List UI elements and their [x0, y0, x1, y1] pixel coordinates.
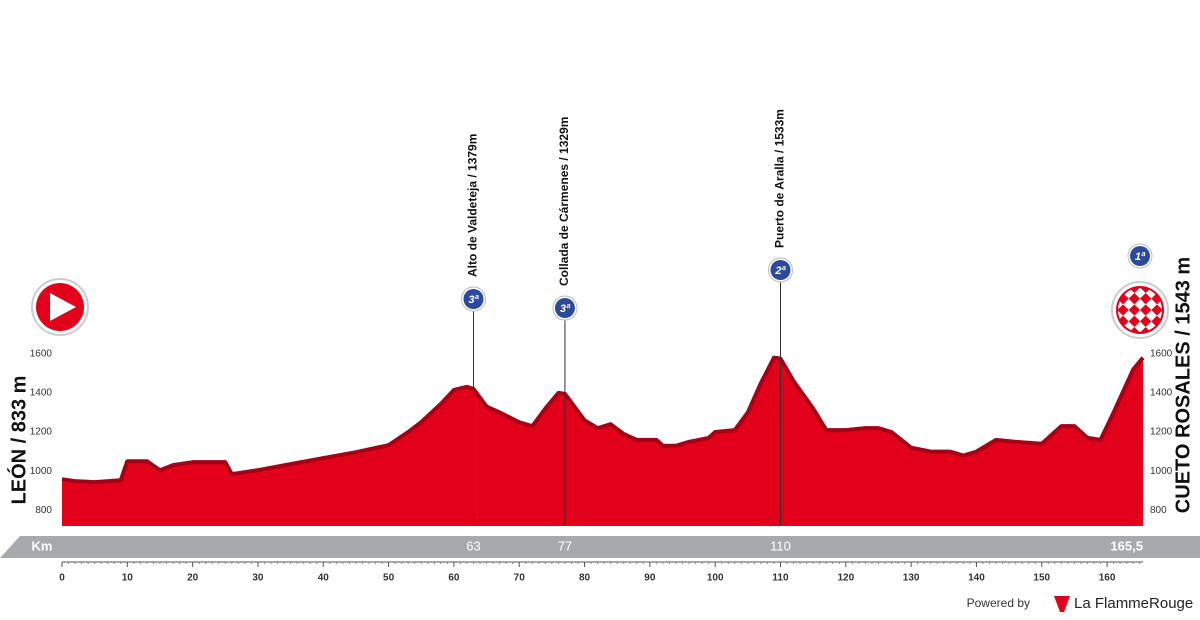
x-tick-label: 150	[1033, 573, 1050, 584]
climb-badge-label: 2ª	[774, 265, 786, 277]
km-total: 165,5	[1110, 538, 1143, 553]
x-tick-label: 10	[122, 573, 134, 584]
y-tick-label: 1600	[30, 348, 53, 359]
checker-square	[1108, 298, 1112, 310]
x-tick-label: 70	[514, 573, 526, 584]
x-tick-label: 80	[579, 573, 591, 584]
finish-badge-inner	[1130, 246, 1150, 266]
km-marker: 110	[770, 538, 791, 553]
climb-name: Alto de Valdeteja / 1379m	[466, 134, 480, 277]
climb-badge-inner	[770, 260, 791, 280]
x-tick-label: 120	[837, 573, 854, 584]
climb-badge-inner	[554, 298, 575, 318]
finish-badge-label: 1ª	[1135, 251, 1146, 263]
km-marker: 77	[558, 538, 572, 553]
x-tick-label: 140	[968, 573, 985, 584]
y-tick-label-right: 1600	[1150, 348, 1173, 359]
x-tick-label: 40	[318, 573, 330, 584]
climb-name: Puerto de Aralla / 1533m	[773, 109, 787, 248]
km-label: Km	[32, 538, 53, 553]
y-tick-label-right: 1000	[1150, 466, 1173, 477]
y-tick-label-right: 1200	[1150, 427, 1173, 438]
climb-name: Collada de Cármenes / 1329m	[557, 117, 571, 286]
checker-square	[1108, 310, 1112, 322]
elevation-area	[62, 357, 1143, 526]
climb-badge-inner	[463, 289, 484, 309]
x-tick-label: 90	[644, 573, 656, 584]
checker-square	[1134, 344, 1145, 355]
x-tick-label: 130	[903, 573, 920, 584]
km-marker: 63	[466, 538, 480, 553]
x-tick-label: 30	[252, 573, 264, 584]
x-tick-label: 0	[59, 573, 65, 584]
start-label: LEÓN / 833 m	[6, 376, 30, 505]
finish-label: CUETO ROSALES / 1543 m	[1172, 257, 1194, 513]
checker-square	[1134, 310, 1146, 322]
climb-badge-label: 3ª	[468, 294, 479, 306]
elevation-ridge	[61, 355, 1145, 485]
logo	[1054, 596, 1070, 612]
brand: La FlammeRouge	[1074, 595, 1193, 612]
y-tick-label: 1400	[30, 388, 53, 399]
x-tick-label: 160	[1099, 573, 1116, 584]
checker-square	[1134, 298, 1146, 310]
start-icon	[31, 278, 89, 336]
x-tick-label: 20	[187, 573, 199, 584]
y-tick-label: 1200	[30, 427, 53, 438]
x-tick-label: 60	[448, 573, 460, 584]
x-tick-label: 110	[772, 573, 789, 584]
checker-square	[1134, 287, 1146, 299]
y-tick-label-right: 1400	[1150, 388, 1173, 399]
climb-badge-label: 3ª	[560, 303, 571, 315]
checker-square	[1134, 321, 1146, 333]
x-tick-label: 100	[707, 573, 724, 584]
y-tick-label-right: 800	[1150, 505, 1167, 516]
km-bar	[0, 536, 1200, 558]
x-tick-label: 50	[383, 573, 395, 584]
y-tick-label: 800	[35, 505, 52, 516]
y-tick-label: 1000	[30, 466, 53, 477]
powered-by: Powered by	[967, 596, 1030, 610]
